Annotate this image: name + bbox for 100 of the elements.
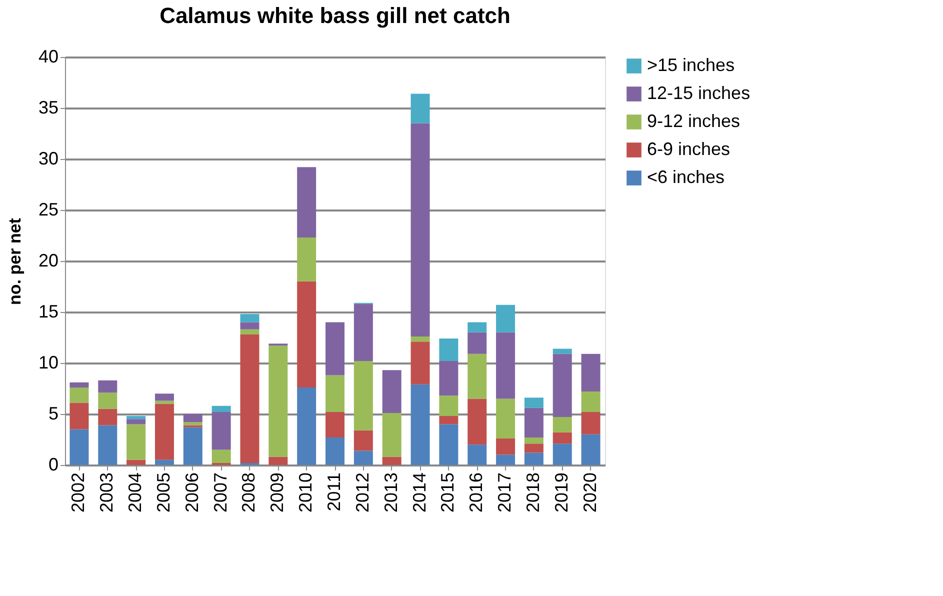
bar xyxy=(439,338,458,361)
x-tick-label: 2004 xyxy=(125,472,146,513)
bar xyxy=(524,437,544,444)
bar xyxy=(183,422,202,426)
legend-label: 6-9 inches xyxy=(647,139,730,159)
bar xyxy=(496,332,516,399)
y-tick-label: 10 xyxy=(38,352,58,372)
bar xyxy=(240,329,260,334)
x-tick-label: 2015 xyxy=(438,472,458,513)
bar xyxy=(439,360,458,396)
bar xyxy=(410,123,430,336)
x-tick-label: 2008 xyxy=(238,472,259,513)
bar xyxy=(496,304,516,332)
x-tick-label: 2017 xyxy=(494,472,515,513)
bar xyxy=(70,387,89,403)
bar xyxy=(98,380,118,393)
x-tick-label: 2013 xyxy=(380,472,401,513)
bar xyxy=(354,430,373,451)
bar xyxy=(70,382,89,388)
bar xyxy=(410,336,430,342)
legend-label: 12-15 inches xyxy=(647,83,750,103)
x-tick-label: 2018 xyxy=(522,472,543,513)
bar xyxy=(468,444,487,465)
bar xyxy=(297,387,316,465)
bar xyxy=(468,398,487,445)
bar xyxy=(98,425,118,465)
bar xyxy=(297,167,316,238)
bar xyxy=(126,416,146,420)
bar xyxy=(468,332,487,354)
x-tick-label: 2002 xyxy=(68,472,88,513)
bar xyxy=(297,281,316,388)
bar xyxy=(297,238,316,282)
y-tick-label: 30 xyxy=(38,148,58,168)
bar xyxy=(212,406,231,412)
chart-title: Calamus white bass gill net catch xyxy=(160,3,510,28)
bar xyxy=(382,370,402,413)
x-tick-label: 2011 xyxy=(324,472,344,512)
bar xyxy=(382,456,402,465)
bar xyxy=(326,322,344,376)
y-tick-label: 20 xyxy=(38,250,58,270)
bar xyxy=(552,432,572,444)
bar xyxy=(240,314,260,322)
legend-label: 9-12 inches xyxy=(647,111,740,131)
bar xyxy=(524,444,544,453)
bar xyxy=(468,354,487,399)
x-tick-label: 2019 xyxy=(551,472,572,513)
bar xyxy=(354,304,373,361)
bar xyxy=(98,392,118,409)
x-tick-label: 2009 xyxy=(267,472,288,513)
bar xyxy=(439,396,458,416)
x-tick-label: 2010 xyxy=(296,472,316,513)
bar xyxy=(581,392,600,412)
bar xyxy=(496,398,516,438)
x-tick-label: 2003 xyxy=(96,472,117,513)
bar xyxy=(581,412,600,434)
bar xyxy=(70,402,89,430)
bar xyxy=(126,460,146,465)
bar xyxy=(154,400,174,404)
bar xyxy=(552,348,572,354)
legend-label: <6 inches xyxy=(647,167,725,187)
bar xyxy=(410,384,430,465)
bar xyxy=(70,429,89,465)
bar xyxy=(468,322,487,332)
bar xyxy=(212,412,231,450)
bar xyxy=(439,424,458,465)
bar xyxy=(212,450,231,463)
bar xyxy=(240,322,260,330)
bar xyxy=(552,417,572,432)
bar xyxy=(581,354,600,392)
x-tick-label: 2020 xyxy=(580,472,600,513)
bar xyxy=(552,354,572,418)
bar xyxy=(382,412,402,457)
bar xyxy=(496,454,516,465)
y-tick-label: 35 xyxy=(38,98,58,118)
bar xyxy=(326,375,344,412)
bar xyxy=(326,412,344,438)
bar xyxy=(183,427,202,465)
y-tick-label: 0 xyxy=(48,454,58,474)
x-tick-label: 2014 xyxy=(409,472,430,513)
bar xyxy=(524,408,544,438)
bar xyxy=(496,438,516,455)
x-tick-label: 2007 xyxy=(210,472,230,513)
y-tick-label: 15 xyxy=(38,302,58,322)
bar xyxy=(326,437,344,465)
bar xyxy=(354,450,373,465)
bar xyxy=(183,414,202,422)
bar xyxy=(126,424,146,460)
bar xyxy=(439,416,458,424)
bar xyxy=(581,434,600,465)
bar xyxy=(410,342,430,384)
bar xyxy=(98,408,118,426)
legend-label: >15 inches xyxy=(647,55,735,75)
x-tick-label: 2012 xyxy=(352,472,372,513)
x-tick-label: 2006 xyxy=(182,472,202,513)
bar xyxy=(354,360,373,430)
bar xyxy=(240,334,260,463)
bar xyxy=(524,398,544,408)
y-tick-label: 40 xyxy=(38,46,58,66)
y-axis-title: no. per net xyxy=(5,218,24,305)
bar xyxy=(154,404,174,460)
